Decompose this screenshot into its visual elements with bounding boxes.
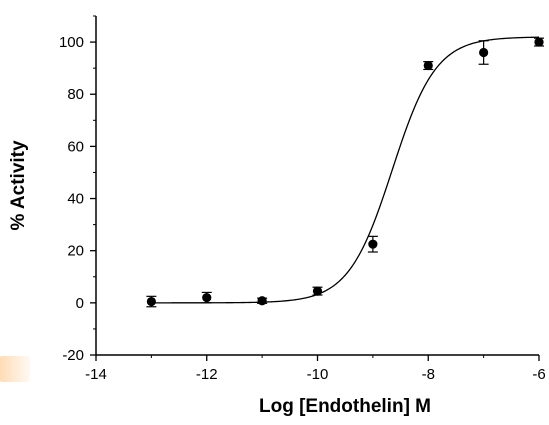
y-tick-label: 80 [67, 86, 84, 103]
y-tick-label: 60 [67, 138, 84, 155]
data-point [312, 286, 323, 296]
data-point [478, 40, 489, 65]
x-axis-ticks: -14 -12 -10 -8 -6 [85, 355, 546, 383]
x-tick-label: -12 [196, 366, 218, 383]
data-marker [257, 296, 267, 306]
y-tick-label: -20 [62, 347, 84, 364]
data-point [423, 60, 434, 71]
y-tick-label: 100 [59, 34, 84, 51]
y-tick-label: 20 [67, 243, 84, 260]
watermark-fragment [0, 356, 30, 382]
data-marker [423, 60, 433, 71]
y-axis-title: % Activity [8, 140, 29, 231]
x-tick-label: -8 [422, 366, 435, 383]
y-axis-ticks: -20 0 20 40 60 80 100 [59, 15, 96, 364]
axes: -20 0 20 40 60 80 100 -14 -12 -10 -8 -6 [59, 15, 546, 383]
data-point [257, 296, 268, 306]
x-tick-label: -14 [85, 366, 107, 383]
data-marker [312, 286, 323, 296]
x-tick-label: -10 [307, 366, 329, 383]
data-marker [534, 37, 544, 47]
data-point [201, 291, 212, 304]
data-marker [368, 239, 378, 249]
data-point [367, 235, 378, 253]
data-marker [146, 296, 156, 307]
data-point [146, 295, 157, 308]
data-marker [202, 293, 212, 303]
data-points [146, 37, 544, 308]
y-tick-label: 40 [67, 191, 84, 208]
data-point [534, 37, 544, 47]
y-tick-label: 0 [76, 295, 84, 312]
x-axis-title: Log [Endothelin] M [259, 396, 431, 417]
fit-curve [151, 36, 540, 304]
data-marker [479, 47, 489, 58]
x-tick-label: -6 [532, 366, 545, 383]
